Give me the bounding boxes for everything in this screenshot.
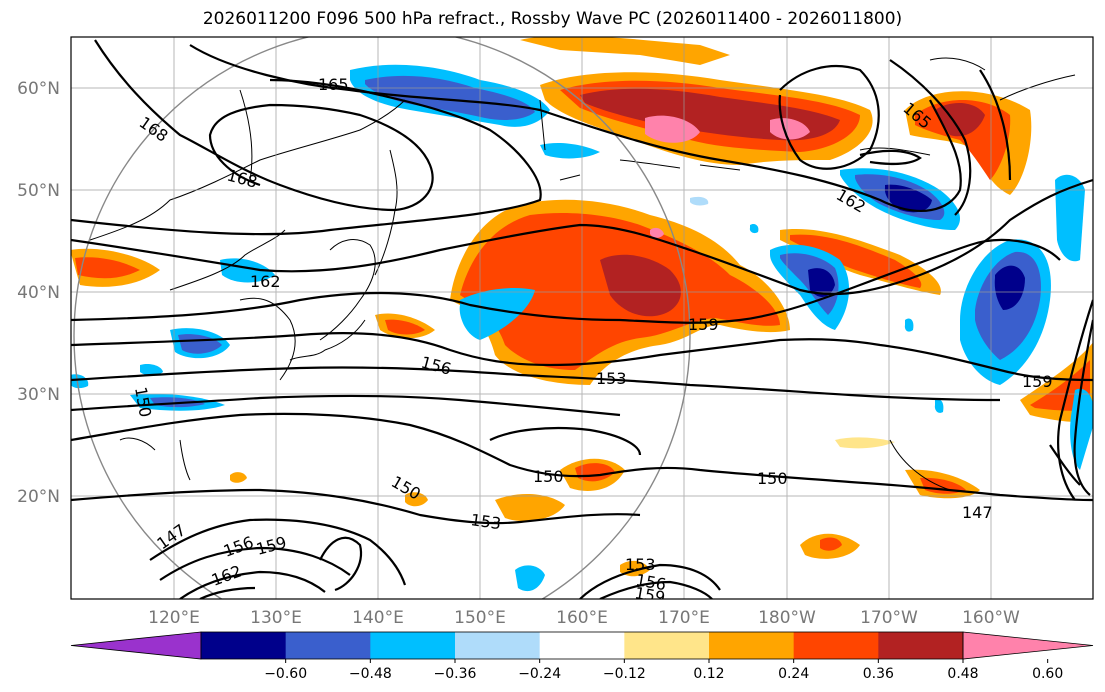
- colorbar-bin: [455, 632, 541, 659]
- lon-label: 160°E: [556, 608, 608, 628]
- contour-label: 165: [318, 75, 349, 94]
- colorbar-tick-label: −0.12: [603, 666, 646, 682]
- lat-label: 50°N: [17, 181, 60, 201]
- colorbar-tick-label: 0.24: [778, 666, 809, 682]
- colorbar-tick-label: −0.60: [264, 666, 307, 682]
- colorbar-bin: [539, 632, 625, 659]
- contour-label: 159: [688, 315, 719, 334]
- lon-label: 120°E: [148, 608, 200, 628]
- colorbar-bin: [878, 632, 964, 659]
- contour-label: 159: [1022, 372, 1053, 391]
- colorbar-bin: [285, 632, 371, 659]
- colorbar-tick-label: 0.48: [947, 666, 978, 682]
- refractivity-contours: [71, 39, 1093, 599]
- colorbar-tick-label: −0.48: [349, 666, 392, 682]
- lat-label: 20°N: [17, 487, 60, 507]
- colorbar: −0.60 −0.48 −0.36 −0.24 −0.12 0.12 0.24 0.36 0.4…: [70, 631, 1094, 682]
- contour-label: 159: [633, 583, 666, 607]
- lon-label: 170°E: [658, 608, 710, 628]
- map-title: 2026011200 F096 500 hPa refract., Rossby…: [202, 9, 903, 29]
- contour-label: 153: [625, 555, 656, 574]
- lon-label: 170°W: [860, 608, 918, 628]
- lat-label: 60°N: [17, 79, 60, 99]
- lon-label: 180°W: [758, 608, 816, 628]
- map-frame: [70, 36, 1094, 600]
- colorbar-bin: [624, 632, 710, 659]
- colorbar-tick-label: 0.60: [1032, 666, 1063, 682]
- lon-label: 160°W: [962, 608, 1020, 628]
- lat-label: 30°N: [17, 385, 60, 405]
- range-circle: [73, 37, 691, 599]
- contour-label: 162: [250, 272, 281, 291]
- colorbar-border: [200, 631, 964, 660]
- contour-label: 150: [757, 469, 788, 488]
- colorbar-bin: [201, 632, 287, 659]
- contour-label: 147: [962, 503, 993, 522]
- colorbar-bin: [370, 632, 456, 659]
- contour-label: 153: [596, 369, 627, 388]
- contour-label: 153: [469, 510, 502, 533]
- colorbar-tick-label: 0.12: [693, 666, 724, 682]
- colorbar-tick-label: −0.24: [518, 666, 561, 682]
- latitude-labels: 60°N 50°N 40°N 30°N 20°N: [17, 79, 60, 507]
- colorbar-tick-label: −0.36: [434, 666, 477, 682]
- colorbar-low-extend: [70, 631, 202, 660]
- colorbar-bin: [793, 632, 879, 659]
- lon-label: 130°E: [250, 608, 302, 628]
- lat-lon-gridlines: [71, 37, 1093, 599]
- colorbar-tick-label: 0.36: [863, 666, 894, 682]
- longitude-labels: 120°E 130°E 140°E 150°E 160°E 170°E 180°…: [148, 608, 1020, 628]
- lat-label: 40°N: [17, 283, 60, 303]
- contour-label: 150: [533, 467, 564, 486]
- lon-label: 140°E: [352, 608, 404, 628]
- colorbar-high-extend: [962, 631, 1094, 660]
- lon-label: 150°E: [454, 608, 506, 628]
- colorbar-bin: [709, 632, 795, 659]
- coastlines: [89, 57, 1076, 491]
